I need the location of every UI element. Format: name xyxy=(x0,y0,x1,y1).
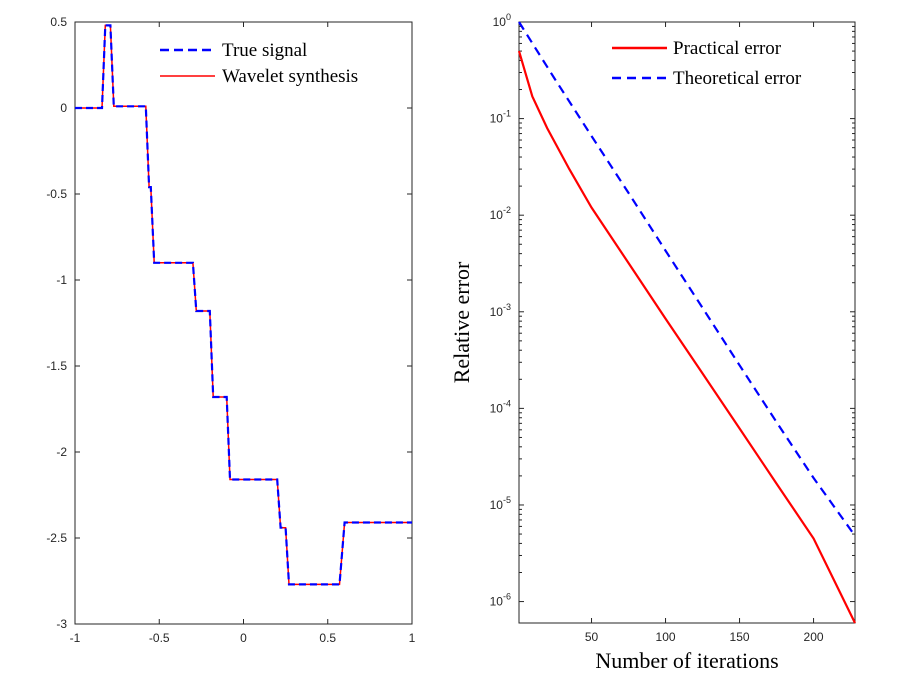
right-chart: 50 100 150 200 100 10-1 10-2 10-3 10-4 10-5 10-6 Pr… xyxy=(449,12,856,673)
left-legend-label-1: Wavelet synthesis xyxy=(222,66,358,87)
right-y-tick-label: 10-3 xyxy=(490,302,511,319)
right-axes-box xyxy=(518,21,856,624)
right-x-tick-label: 100 xyxy=(656,630,676,644)
left-y-tick-label: -3 xyxy=(56,617,67,631)
left-y-tick-label: -2.5 xyxy=(46,531,67,545)
left-series-line-0 xyxy=(75,24,412,586)
left-y-tick-label: 0.5 xyxy=(50,15,67,29)
right-y-tick-label: 100 xyxy=(493,12,511,29)
left-legend-label-0: True signal xyxy=(222,40,307,61)
right-y-axis-label: Relative error xyxy=(449,261,474,383)
right-x-tick-label: 150 xyxy=(730,630,750,644)
left-y-tick-label: -0.5 xyxy=(46,187,67,201)
left-series-line-1 xyxy=(75,24,412,586)
left-y-tick-label: -2 xyxy=(56,445,67,459)
left-x-tick-label: 0 xyxy=(240,631,247,645)
right-legend-label-0: Practical error xyxy=(673,38,782,59)
left-y-tick-label: -1 xyxy=(56,273,67,287)
right-series-line-1 xyxy=(518,21,856,537)
right-y-tick-label: 10-2 xyxy=(490,205,511,222)
left-x-tick-label: -1 xyxy=(70,631,81,645)
right-y-tick-label: 10-4 xyxy=(490,398,511,415)
right-series-line-0 xyxy=(517,50,856,624)
left-x-tick-label: 1 xyxy=(409,631,416,645)
left-x-tick-label: 0.5 xyxy=(319,631,336,645)
right-x-tick-label: 200 xyxy=(804,630,824,644)
right-x-axis-label: Number of iterations xyxy=(595,648,778,673)
right-y-tick-label: 10-5 xyxy=(490,495,511,512)
left-axes-box xyxy=(74,21,413,625)
right-y-tick-label: 10-1 xyxy=(490,109,511,126)
left-y-tick-label: 0 xyxy=(60,101,67,115)
left-y-tick-label: -1.5 xyxy=(46,359,67,373)
right-x-tick-label: 50 xyxy=(585,630,599,644)
right-legend-label-1: Theoretical error xyxy=(673,68,802,89)
left-chart: -1 -0.5 0 0.5 1 0.5 0 -0.5 -1 -1.5 -2 -2.5 -3 True si… xyxy=(46,15,415,645)
right-y-tick-label: 10-6 xyxy=(490,592,511,609)
left-x-tick-label: -0.5 xyxy=(149,631,170,645)
